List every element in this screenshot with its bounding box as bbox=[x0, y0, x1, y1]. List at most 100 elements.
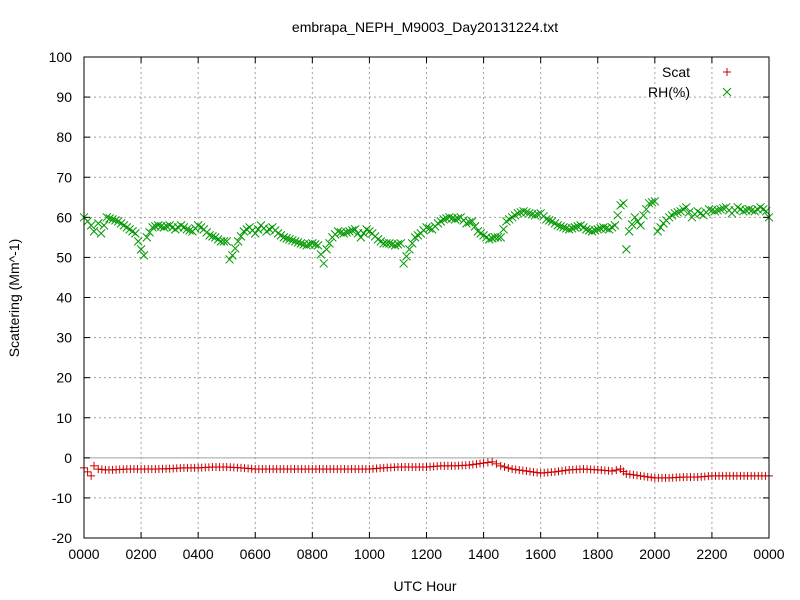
series-scat-point bbox=[465, 461, 474, 470]
series-rh-point-fill bbox=[533, 209, 543, 219]
y-tick-label: 10 bbox=[56, 410, 72, 426]
series-rh-point bbox=[422, 223, 431, 232]
series-rh-point bbox=[176, 220, 186, 230]
y-axis-label: Scattering (Mm^-1) bbox=[6, 239, 22, 358]
series-rh-point bbox=[339, 229, 349, 238]
series-rh-point bbox=[228, 251, 237, 260]
series-rh-point bbox=[222, 237, 232, 246]
series-rh-point bbox=[599, 223, 608, 232]
series-rh-point-fill bbox=[590, 226, 600, 235]
series-rh-point bbox=[610, 220, 620, 230]
series-scat-point-fill bbox=[554, 467, 563, 476]
y-tick-label: 90 bbox=[56, 89, 72, 105]
series-scat-point-fill bbox=[515, 466, 524, 475]
legend-label: RH(%) bbox=[648, 84, 690, 100]
x-tick-label: 0800 bbox=[297, 546, 328, 562]
series-rh-point bbox=[744, 204, 754, 214]
series-rh-point-fill bbox=[656, 223, 665, 232]
series-rh-point bbox=[624, 227, 634, 236]
series-rh-point bbox=[390, 241, 400, 250]
series-rh-point bbox=[165, 220, 174, 230]
series-rh-point bbox=[519, 206, 528, 216]
series-rh-point bbox=[619, 198, 628, 208]
series-rh-point bbox=[170, 225, 180, 234]
series-rh-point bbox=[356, 233, 366, 242]
series-rh-point-fill bbox=[99, 220, 109, 230]
series-scat-point-fill bbox=[632, 471, 641, 480]
series-rh-point bbox=[285, 235, 294, 244]
series-rh-point bbox=[693, 206, 702, 216]
series-rh-point-fill bbox=[310, 240, 320, 249]
series-rh-point-fill bbox=[128, 227, 137, 236]
legend-marker-rh bbox=[722, 87, 732, 97]
series-scat-point bbox=[479, 459, 488, 468]
data-points bbox=[79, 196, 774, 482]
series-rh-point bbox=[630, 212, 640, 222]
series-scat-point bbox=[488, 457, 497, 466]
series-rh-point bbox=[524, 208, 534, 218]
series-rh-point bbox=[279, 233, 289, 242]
series-rh-point bbox=[559, 223, 568, 232]
series-rh-point bbox=[108, 214, 117, 224]
series-rh-point bbox=[159, 223, 169, 232]
series-rh-point-fill bbox=[253, 225, 263, 234]
series-scat-point-fill bbox=[561, 466, 570, 475]
series-scat-point-fill bbox=[504, 463, 513, 472]
x-tick-label: 1000 bbox=[354, 546, 385, 562]
series-rh-point-fill bbox=[747, 205, 757, 215]
series-rh-point bbox=[636, 220, 645, 230]
series-rh-point bbox=[462, 218, 471, 228]
series-rh-point bbox=[450, 214, 460, 224]
series-rh-point bbox=[576, 220, 585, 230]
series-rh-point bbox=[142, 233, 152, 242]
series-rh-point bbox=[587, 227, 597, 236]
series-scat-point-fill bbox=[640, 472, 649, 481]
series-rh-point bbox=[385, 239, 394, 248]
series-scat-point bbox=[550, 467, 559, 476]
y-tick-label: 20 bbox=[56, 370, 72, 386]
series-rh-point-fill bbox=[647, 197, 657, 207]
series-rh-point-fill bbox=[556, 221, 565, 231]
series-rh-point-fill bbox=[573, 221, 583, 231]
x-tick-label: 2000 bbox=[639, 546, 670, 562]
series-rh-point bbox=[307, 239, 317, 248]
y-tick-label: 0 bbox=[64, 450, 72, 466]
y-tick-label: 40 bbox=[56, 290, 72, 306]
series-rh-point-fill bbox=[242, 225, 252, 234]
series-scat-point-fill bbox=[625, 470, 634, 479]
series-rh-point bbox=[153, 220, 163, 230]
legend: Scat RH(%) bbox=[648, 64, 732, 100]
series-rh-point bbox=[322, 245, 331, 254]
series-rh-point bbox=[350, 225, 360, 234]
series-scat-point-fill bbox=[518, 466, 527, 475]
series-scat-point-fill bbox=[612, 466, 621, 475]
series-scat-point-fill bbox=[468, 460, 477, 469]
series-rh-point bbox=[467, 216, 477, 226]
series-rh-point-fill bbox=[230, 244, 240, 253]
series-rh-point bbox=[273, 229, 283, 238]
series-rh-point bbox=[676, 206, 685, 216]
series-rh-point bbox=[710, 206, 720, 216]
series-rh-point-fill bbox=[288, 236, 297, 245]
series-rh-point bbox=[670, 208, 680, 218]
series-rh-point-fill bbox=[265, 225, 274, 234]
series-rh-point bbox=[681, 202, 691, 212]
series-rh-point bbox=[333, 227, 343, 236]
x-tick-label: 1600 bbox=[525, 546, 556, 562]
series-rh-point-fill bbox=[293, 238, 303, 247]
series-rh-point-fill bbox=[342, 228, 351, 237]
series-rh-point-fill bbox=[499, 225, 508, 234]
legend-marker-scat bbox=[723, 68, 731, 76]
series-scat-point-fill bbox=[511, 465, 520, 474]
series-rh-point-fill bbox=[627, 219, 637, 229]
series-rh-point bbox=[513, 208, 523, 218]
series-rh-point bbox=[564, 225, 574, 234]
series-rh-point-fill bbox=[162, 221, 172, 231]
series-rh-point bbox=[396, 239, 406, 248]
series-rh-point bbox=[756, 202, 765, 212]
y-tick-label: 70 bbox=[56, 169, 72, 185]
series-rh-point-fill bbox=[736, 204, 745, 214]
series-rh-point bbox=[733, 202, 742, 212]
series-rh-point bbox=[405, 245, 414, 254]
series-scat-point-fill bbox=[525, 467, 534, 476]
